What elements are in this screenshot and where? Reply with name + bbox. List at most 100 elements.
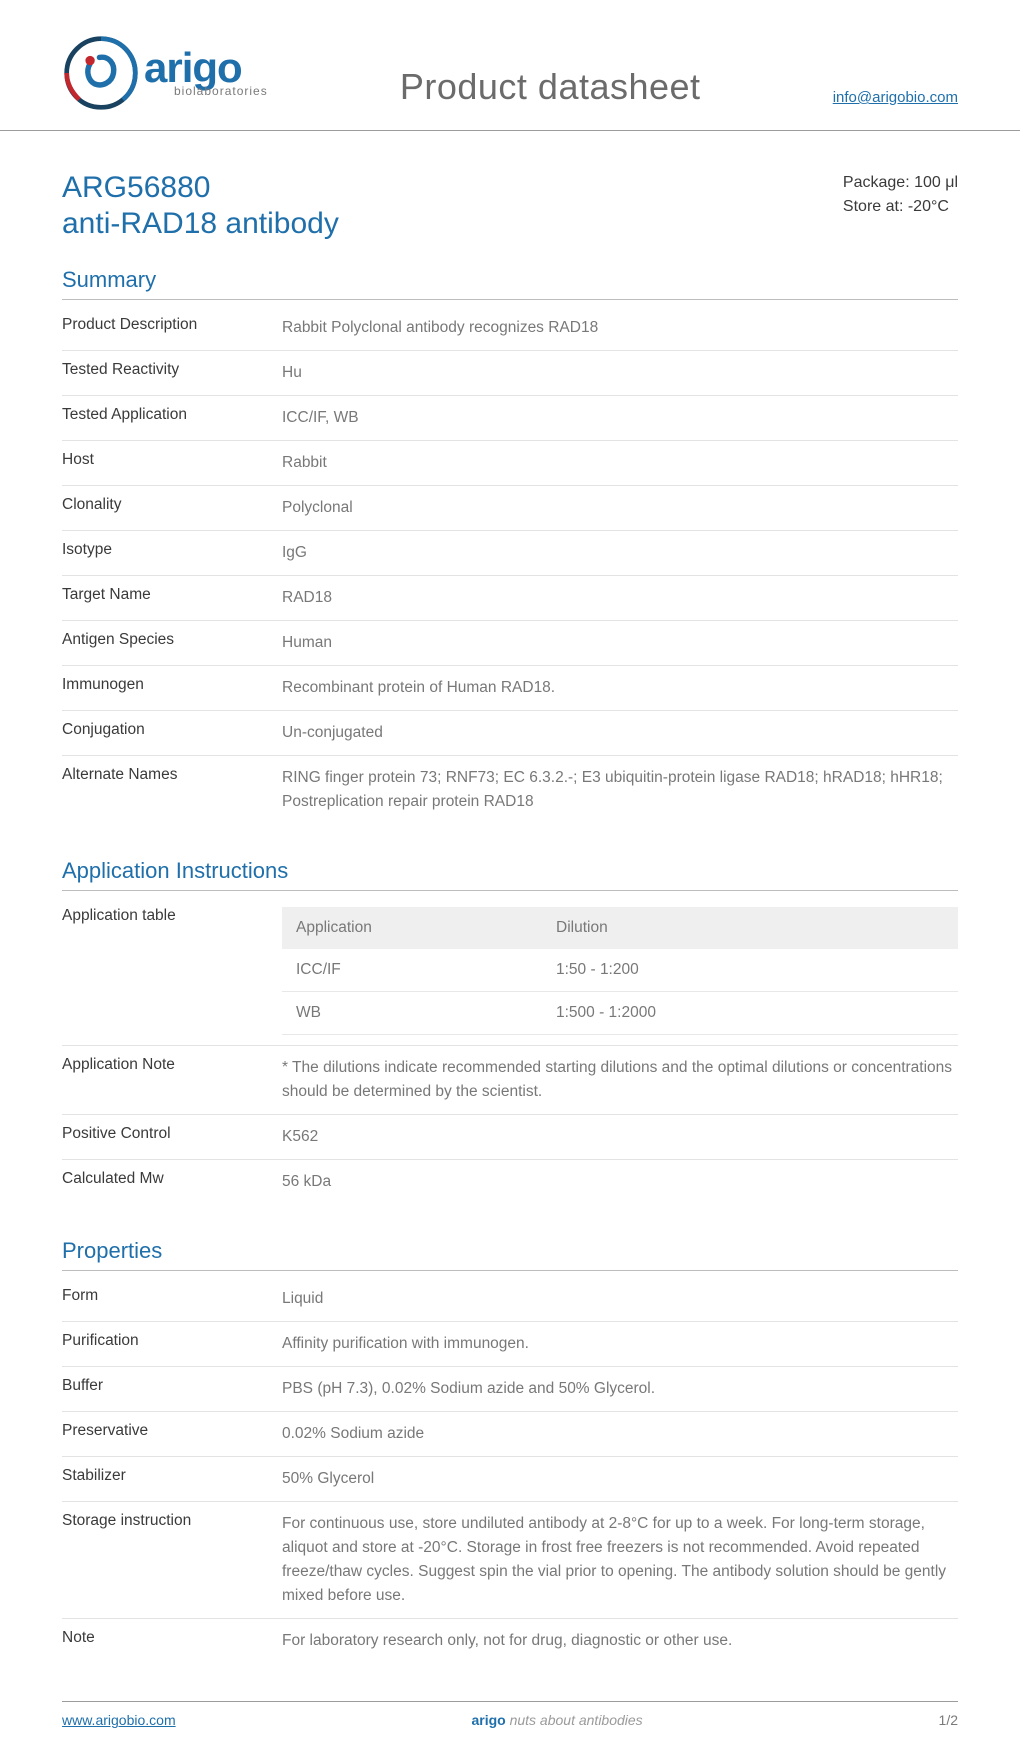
section-title-properties: Properties	[62, 1238, 958, 1271]
summary-value: Polyclonal	[282, 496, 958, 520]
page-number: 1/2	[939, 1712, 958, 1728]
table-header-application: Application	[282, 907, 542, 949]
product-head-left: ARG56880 anti-RAD18 antibody	[62, 171, 339, 241]
app-value: K562	[282, 1125, 958, 1149]
table-row: ICC/IF 1:50 - 1:200	[282, 949, 958, 992]
product-storage: Store at: -20°C	[843, 195, 958, 219]
product-head: ARG56880 anti-RAD18 antibody Package: 10…	[0, 131, 1020, 245]
summary-row: Host Rabbit	[62, 441, 958, 486]
footer-tag-text: nuts about antibodies	[510, 1712, 643, 1728]
footer-website-link[interactable]: www.arigobio.com	[62, 1712, 176, 1728]
prop-key: Stabilizer	[62, 1467, 282, 1485]
brand-text: arigo biolaboratories	[144, 48, 268, 97]
summary-row: Target Name RAD18	[62, 576, 958, 621]
summary-row: Tested Application ICC/IF, WB	[62, 396, 958, 441]
summary-value: Un-conjugated	[282, 721, 958, 745]
prop-row: Stabilizer 50% Glycerol	[62, 1457, 958, 1502]
summary-row: Antigen Species Human	[62, 621, 958, 666]
app-row: Application Note * The dilutions indicat…	[62, 1046, 958, 1115]
brand-logo-block: arigo biolaboratories	[62, 34, 268, 112]
section-summary: Summary Product Description Rabbit Polyc…	[0, 245, 1020, 824]
summary-key: Isotype	[62, 541, 282, 559]
app-table-row: Application table Application Dilution I…	[62, 897, 958, 1046]
summary-row: Conjugation Un-conjugated	[62, 711, 958, 756]
page-footer: www.arigobio.com arigo nuts about antibo…	[62, 1701, 958, 1754]
section-properties: Properties Form Liquid Purification Affi…	[0, 1204, 1020, 1663]
brand-name: arigo	[144, 48, 268, 88]
summary-key: Immunogen	[62, 676, 282, 694]
summary-key: Tested Reactivity	[62, 361, 282, 379]
summary-value: IgG	[282, 541, 958, 565]
product-package: Package: 100 μl	[843, 171, 958, 195]
footer-brand: arigo	[471, 1712, 505, 1728]
app-row: Positive Control K562	[62, 1115, 958, 1160]
summary-row: Alternate Names RING finger protein 73; …	[62, 756, 958, 824]
prop-value: Affinity purification with immunogen.	[282, 1332, 958, 1356]
summary-key: Tested Application	[62, 406, 282, 424]
product-head-right: Package: 100 μl Store at: -20°C	[843, 171, 958, 219]
table-header-dilution: Dilution	[542, 907, 958, 949]
prop-value: 50% Glycerol	[282, 1467, 958, 1491]
app-row: Calculated Mw 56 kDa	[62, 1160, 958, 1204]
prop-value: 0.02% Sodium azide	[282, 1422, 958, 1446]
page-title: Product datasheet	[268, 66, 833, 112]
app-key: Positive Control	[62, 1125, 282, 1143]
section-title-app: Application Instructions	[62, 858, 958, 891]
summary-value: Recombinant protein of Human RAD18.	[282, 676, 958, 700]
summary-row: Product Description Rabbit Polyclonal an…	[62, 306, 958, 351]
prop-key: Note	[62, 1629, 282, 1647]
app-value: 56 kDa	[282, 1170, 958, 1194]
summary-row: Isotype IgG	[62, 531, 958, 576]
table-cell-application: ICC/IF	[282, 949, 542, 992]
brand-logo-icon	[62, 34, 140, 112]
application-table: Application Dilution ICC/IF 1:50 - 1:200…	[282, 907, 958, 1035]
prop-row: Preservative 0.02% Sodium azide	[62, 1412, 958, 1457]
app-table-label: Application table	[62, 907, 282, 1035]
product-name: anti-RAD18 antibody	[62, 207, 339, 241]
app-key: Application Note	[62, 1056, 282, 1074]
prop-row: Form Liquid	[62, 1277, 958, 1322]
table-header-row: Application Dilution	[282, 907, 958, 949]
summary-value: Human	[282, 631, 958, 655]
app-value: * The dilutions indicate recommended sta…	[282, 1056, 958, 1104]
prop-row: Note For laboratory research only, not f…	[62, 1619, 958, 1663]
section-application-instructions: Application Instructions Application tab…	[0, 824, 1020, 1204]
summary-key: Target Name	[62, 586, 282, 604]
prop-key: Form	[62, 1287, 282, 1305]
brand-subtitle: biolaboratories	[144, 86, 268, 97]
prop-key: Purification	[62, 1332, 282, 1350]
prop-key: Buffer	[62, 1377, 282, 1395]
summary-key: Conjugation	[62, 721, 282, 739]
prop-value: Liquid	[282, 1287, 958, 1311]
prop-value: PBS (pH 7.3), 0.02% Sodium azide and 50%…	[282, 1377, 958, 1401]
page-header: arigo biolaboratories Product datasheet …	[0, 0, 1020, 131]
summary-value: RAD18	[282, 586, 958, 610]
app-key: Calculated Mw	[62, 1170, 282, 1188]
footer-tagline: arigo nuts about antibodies	[471, 1712, 642, 1728]
prop-key: Storage instruction	[62, 1512, 282, 1530]
summary-row: Immunogen Recombinant protein of Human R…	[62, 666, 958, 711]
summary-value: Hu	[282, 361, 958, 385]
prop-value: For laboratory research only, not for dr…	[282, 1629, 958, 1653]
product-code: ARG56880	[62, 171, 339, 205]
summary-key: Antigen Species	[62, 631, 282, 649]
prop-row: Buffer PBS (pH 7.3), 0.02% Sodium azide …	[62, 1367, 958, 1412]
summary-key: Clonality	[62, 496, 282, 514]
prop-row: Storage instruction For continuous use, …	[62, 1502, 958, 1619]
prop-row: Purification Affinity purification with …	[62, 1322, 958, 1367]
section-title-summary: Summary	[62, 267, 958, 300]
prop-value: For continuous use, store undiluted anti…	[282, 1512, 958, 1608]
table-cell-application: WB	[282, 992, 542, 1035]
summary-value: ICC/IF, WB	[282, 406, 958, 430]
summary-value: RING finger protein 73; RNF73; EC 6.3.2.…	[282, 766, 958, 814]
summary-key: Host	[62, 451, 282, 469]
summary-value: Rabbit	[282, 451, 958, 475]
summary-key: Alternate Names	[62, 766, 282, 784]
summary-key: Product Description	[62, 316, 282, 334]
summary-row: Clonality Polyclonal	[62, 486, 958, 531]
table-cell-dilution: 1:50 - 1:200	[542, 949, 958, 992]
table-cell-dilution: 1:500 - 1:2000	[542, 992, 958, 1035]
table-row: WB 1:500 - 1:2000	[282, 992, 958, 1035]
summary-row: Tested Reactivity Hu	[62, 351, 958, 396]
info-email-link[interactable]: info@arigobio.com	[833, 89, 958, 112]
